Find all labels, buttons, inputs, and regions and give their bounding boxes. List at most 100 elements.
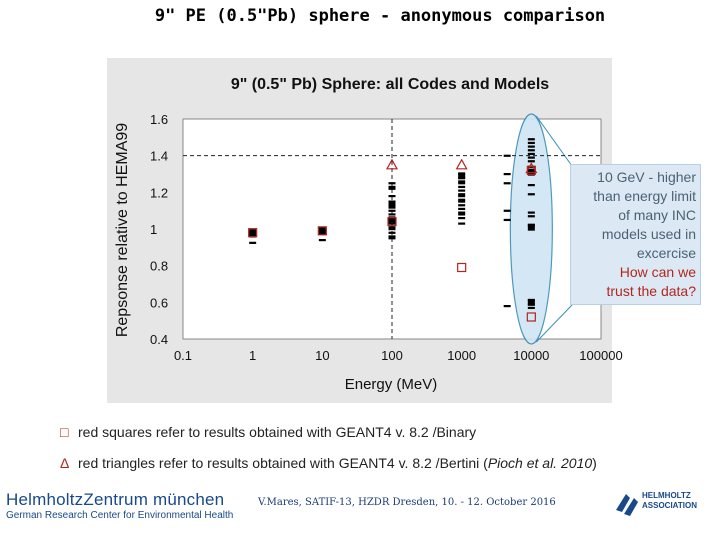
- y-axis-label: Repsonse relative to HEMA99: [114, 123, 131, 337]
- citation-close: ): [592, 455, 597, 471]
- data-point-bar: [527, 138, 535, 141]
- y-tick-label: 0.4: [150, 332, 168, 347]
- data-point-bar: [388, 222, 396, 225]
- data-point-bar: [388, 213, 396, 216]
- data-point-bar: [458, 180, 466, 183]
- org-subtitle: German Research Center for Environmental…: [6, 510, 234, 521]
- event-footer: V.Mares, SATIF-13, HZDR Dresden, 10. - 1…: [258, 497, 556, 508]
- y-tick-label: 0.6: [150, 295, 168, 310]
- data-point-bar: [388, 195, 396, 198]
- data-point-bar: [388, 187, 396, 190]
- callout-pointer: [535, 115, 573, 167]
- y-tick-label: 0.8: [150, 259, 168, 274]
- data-point-bar: [318, 239, 326, 242]
- y-tick-label: 1: [150, 222, 157, 237]
- data-point-bar: [388, 228, 396, 231]
- callout-line: trust the data?: [606, 283, 696, 299]
- data-point-bar: [503, 305, 511, 308]
- callout-line: 10 GeV - higher: [597, 169, 696, 185]
- data-point-bar: [527, 193, 535, 196]
- legend-note-text: red triangles refer to results obtained …: [78, 455, 488, 471]
- callout-note: 10 GeV - higher than energy limit of man…: [570, 164, 701, 305]
- data-point-square: [388, 216, 396, 224]
- data-point-red-square: [387, 217, 397, 227]
- data-point-bar: [388, 200, 396, 203]
- helmholtz-emblem-icon: [616, 494, 638, 516]
- org-name: HelmholtzZentrum münchen: [6, 490, 225, 509]
- x-tick-label: 1: [249, 348, 256, 363]
- data-point-bar: [458, 195, 466, 198]
- data-point-bar: [458, 200, 466, 203]
- data-point-bar: [458, 185, 466, 189]
- association-suffix: ASSOCIATION: [642, 501, 697, 510]
- slide-title: 9" PE (0.5"Pb) sphere - anonymous compar…: [154, 6, 606, 26]
- association-name: HELMHOLTZ: [642, 491, 691, 500]
- chart: 9" (0.5" Pb) Sphere: all Codes and Model…: [114, 76, 623, 393]
- y-tick-label: 1.2: [150, 185, 168, 200]
- data-point-bar: [388, 182, 396, 185]
- data-point-red-square: [248, 228, 258, 238]
- callout-line: of many INC: [618, 207, 696, 223]
- x-axis-label: Energy (MeV): [345, 376, 438, 393]
- data-point-bar: [503, 209, 511, 212]
- square-icon: □: [60, 424, 69, 440]
- data-point-bar: [527, 145, 535, 148]
- data-point-bar: [503, 173, 511, 176]
- x-tick-label: 100000: [579, 348, 622, 363]
- data-point-square: [388, 201, 396, 209]
- data-point-bar: [527, 156, 535, 159]
- helmholtz-zentrum-logo: HelmholtzZentrum münchen German Research…: [6, 490, 233, 521]
- data-point-bar: [458, 204, 466, 207]
- data-point-square: [527, 223, 535, 231]
- data-point-bar: [503, 182, 511, 185]
- data-point-red-square: [526, 312, 536, 322]
- data-point-bar: [458, 217, 466, 220]
- data-point-bar: [527, 215, 535, 218]
- data-point-bar: [388, 226, 396, 229]
- data-point-bar: [388, 209, 396, 212]
- callout-line: models used in: [601, 226, 696, 242]
- data-point-bar: [249, 241, 257, 244]
- y-tick-label: 1.6: [150, 112, 168, 127]
- x-tick-label: 1000: [447, 348, 476, 363]
- data-point-bar: [527, 160, 535, 163]
- data-point-bar: [527, 149, 535, 152]
- data-point-bar: [503, 218, 511, 222]
- data-point-red-triangle: [385, 158, 399, 170]
- data-point-bar: [527, 141, 535, 145]
- callout-line: How can we: [619, 264, 696, 280]
- callout-pointer: [535, 304, 573, 343]
- data-point-square: [318, 227, 326, 235]
- data-point-bar: [388, 185, 396, 189]
- data-point-bar: [527, 152, 535, 156]
- x-tick-label: 100: [381, 348, 403, 363]
- data-point-square: [249, 229, 257, 237]
- data-point-red-triangle: [525, 162, 538, 174]
- triangle-icon: Δ: [60, 455, 70, 471]
- x-tick-label: 10: [315, 348, 329, 363]
- data-point-bar: [527, 184, 535, 187]
- data-point-bar: [527, 211, 535, 214]
- callout-line: excercise: [636, 245, 696, 261]
- data-point-bar: [458, 222, 466, 225]
- chart-title: 9" (0.5" Pb) Sphere: all Codes and Model…: [231, 76, 549, 93]
- data-point-bar: [458, 213, 466, 216]
- data-point-bar: [458, 193, 466, 196]
- data-point-bar: [388, 237, 396, 240]
- data-point-red-square: [317, 226, 327, 236]
- data-point-bar: [388, 235, 396, 238]
- footer-bar: [0, 480, 720, 540]
- data-point-bar: [527, 306, 535, 310]
- data-point-bar: [458, 207, 466, 211]
- data-point-square: [458, 172, 466, 180]
- helmholtz-association-logo: HELMHOLTZ ASSOCIATION: [612, 488, 702, 520]
- data-point-bar: [503, 154, 511, 157]
- legend-note-squares: □ red squares refer to results obtained w…: [60, 424, 476, 440]
- y-tick-label: 1.4: [150, 149, 168, 164]
- data-point-bar: [388, 231, 396, 234]
- x-tick-label: 0.1: [174, 348, 192, 363]
- data-point-bar: [458, 182, 466, 185]
- x-tick-label: 10000: [513, 348, 549, 363]
- data-point-red-square: [457, 262, 467, 273]
- callout-line: than energy limit: [593, 188, 696, 204]
